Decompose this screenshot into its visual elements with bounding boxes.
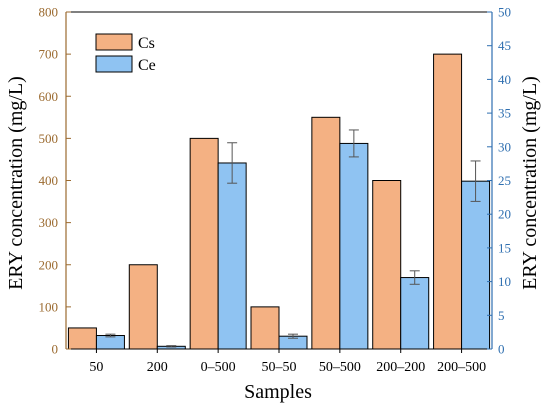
bars-layer (67, 53, 491, 350)
y-tick-left-label: 800 (39, 5, 59, 20)
y-tick-right-label: 45 (498, 38, 511, 53)
y-tick-right-label: 20 (498, 207, 511, 222)
y-tick-left-label: 300 (39, 215, 59, 230)
x-tick-label: 50–500 (319, 360, 361, 375)
bar-cs-2 (189, 137, 219, 350)
bar-ce-4 (339, 142, 369, 350)
bar-ce-2 (217, 162, 247, 350)
y-tick-right-label: 10 (498, 274, 511, 289)
bar-cs-5 (372, 180, 402, 350)
x-tick-label: 200 (147, 360, 168, 375)
legend-swatch-ce (95, 55, 133, 73)
x-tick-label: 50 (89, 360, 103, 375)
bar-cs-3 (250, 306, 280, 350)
y-tick-right-label: 40 (498, 72, 511, 87)
y-tick-right-label: 30 (498, 139, 511, 154)
x-tick-label: 200–500 (437, 360, 486, 375)
legend: Cs Ce (95, 33, 156, 74)
y-tick-left-label: 600 (39, 89, 59, 104)
y-tick-right-label: 15 (498, 240, 511, 255)
y-tick-right-label: 50 (498, 5, 511, 20)
bar-cs-0 (67, 327, 97, 350)
y-tick-right-label: 5 (498, 308, 505, 323)
bar-ce-5 (400, 277, 430, 350)
y-tick-right-label: 0 (498, 342, 505, 357)
y-tick-right-label: 25 (498, 173, 511, 188)
bar-cs-6 (433, 53, 463, 350)
y-tick-left-label: 500 (39, 131, 59, 146)
bar-cs-1 (128, 264, 158, 350)
bar-ce-0 (95, 335, 125, 350)
y-tick-right-label: 35 (498, 106, 511, 121)
axes-layer: 0 100 200 300 400 500 600 700 800 0 5 10 15 20 25 30 35 4… (39, 5, 512, 376)
bar-ce-6 (461, 180, 491, 350)
y-tick-left-label: 200 (39, 257, 59, 272)
x-axis-title: Samples (244, 381, 312, 403)
y-tick-left-label: 100 (39, 299, 59, 314)
legend-swatch-cs (95, 33, 133, 51)
legend-label-cs: Cs (138, 35, 155, 52)
x-tick-label: 200–200 (376, 360, 425, 375)
x-tick-label: 0–500 (201, 360, 236, 375)
bar-cs-4 (311, 116, 341, 350)
x-tick-label: 50–50 (262, 360, 297, 375)
y-axis-title-right: ERY concentration (mg/L) (519, 76, 541, 290)
y-axis-title-left: ERY concentration (mg/L) (5, 76, 27, 290)
y-tick-left-label: 0 (52, 342, 59, 357)
y-tick-left-label: 400 (39, 173, 59, 188)
legend-label-ce: Ce (138, 57, 156, 74)
y-tick-left-label: 700 (39, 47, 59, 62)
